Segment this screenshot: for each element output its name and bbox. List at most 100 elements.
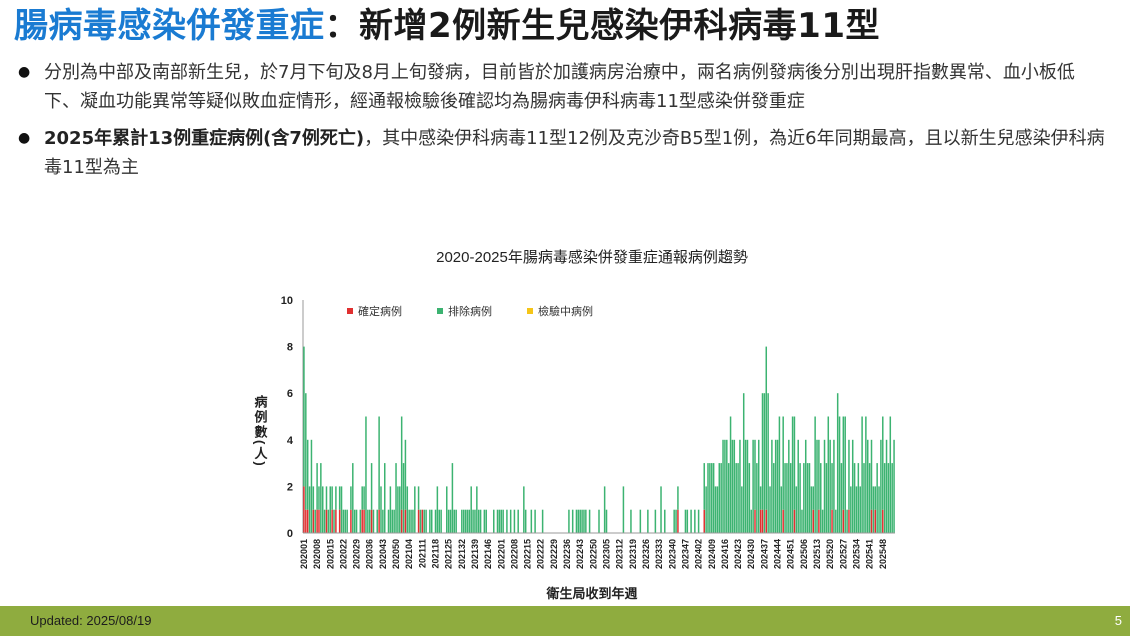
bar-excluded	[767, 393, 769, 533]
bar-excluded	[818, 439, 820, 510]
bar-excluded	[891, 463, 893, 533]
bar-excluded	[705, 486, 707, 533]
bullet-list: ● 分別為中部及南部新生兒，於7月下旬及8月上旬發病，目前皆於加護病房治療中，兩…	[18, 58, 1110, 190]
bar-excluded	[806, 463, 809, 533]
bar-excluded	[851, 439, 854, 533]
bullet-text: ，其中感染伊科病毒11型12例及克沙奇B5型1例，為近6年同期最高，且以新生兒感…	[44, 128, 1105, 178]
bar-excluded	[461, 509, 463, 533]
bar-excluded	[603, 486, 606, 533]
bar-confirmed	[870, 509, 873, 533]
bar-excluded	[827, 416, 830, 533]
bar-excluded	[365, 416, 367, 533]
bar-excluded	[436, 486, 439, 533]
bar-excluded	[874, 486, 877, 510]
bar-excluded	[496, 509, 499, 533]
bar-confirmed	[831, 509, 833, 533]
bar-excluded	[771, 439, 773, 533]
bar-excluded	[359, 509, 362, 533]
bar-excluded	[338, 486, 341, 510]
bar-excluded	[782, 416, 784, 510]
bar-excluded	[857, 463, 860, 533]
bar-excluded	[500, 509, 503, 533]
bar-excluded	[677, 486, 679, 510]
bar-excluded	[340, 486, 343, 533]
bar-excluded	[305, 393, 307, 510]
legend-swatch	[347, 308, 353, 314]
title-sub: 新增2例新生兒感染伊科病毒11型	[359, 6, 880, 46]
x-tick-label: 202326	[641, 539, 651, 569]
x-tick-label: 202548	[878, 539, 888, 569]
bar-confirmed	[703, 509, 705, 533]
bar-excluded	[372, 509, 375, 533]
x-tick-label: 202409	[707, 539, 717, 569]
bar-excluded	[423, 509, 425, 533]
bar-excluded	[846, 509, 848, 533]
bar-excluded	[712, 463, 715, 533]
bar-excluded	[622, 486, 625, 533]
slide-title: 腸病毒感染併發重症：新增2例新生兒感染伊科病毒11型	[14, 2, 1124, 50]
bar-excluded	[410, 509, 412, 533]
bar-excluded	[870, 439, 873, 510]
bar-excluded	[455, 509, 457, 533]
footer-updated: Updated: 2025/08/19	[30, 613, 152, 628]
bar-confirmed	[335, 509, 337, 533]
x-tick-label: 202146	[483, 539, 493, 569]
bar-excluded	[318, 486, 320, 510]
bar-excluded	[449, 509, 452, 533]
bar-excluded	[703, 463, 705, 510]
x-tick-label: 202520	[825, 539, 835, 569]
bar-excluded	[737, 463, 739, 533]
bar-excluded	[727, 463, 730, 533]
bar-excluded	[368, 509, 371, 533]
bar-excluded	[517, 509, 519, 533]
bar-excluded	[483, 509, 486, 533]
x-tick-label: 202423	[733, 539, 743, 569]
bar-excluded	[718, 463, 721, 533]
y-tick-label: 8	[287, 342, 293, 354]
x-tick-label: 202022	[338, 539, 348, 569]
bar-excluded	[370, 463, 373, 510]
bar-confirmed	[677, 509, 679, 533]
bar-excluded	[387, 509, 390, 533]
legend-swatch	[437, 308, 443, 314]
page-number: 5	[1114, 613, 1122, 628]
bar-excluded	[502, 509, 504, 533]
x-tick-label: 202125	[444, 539, 454, 569]
bar-excluded	[470, 486, 472, 533]
x-tick-label: 202312	[615, 539, 625, 569]
x-tick-label: 202513	[812, 539, 822, 569]
bar-excluded	[393, 509, 395, 533]
bar-excluded	[833, 439, 835, 533]
bar-excluded	[778, 416, 781, 533]
bar-excluded	[575, 509, 578, 533]
bar-excluded	[804, 439, 807, 533]
bar-excluded	[308, 486, 311, 533]
x-axis: 202001 202008 202015 202022 202029 202036 2020…	[299, 532, 895, 569]
x-tick-label: 202229	[549, 539, 559, 569]
bar-excluded	[399, 486, 401, 533]
bar-excluded	[429, 509, 431, 533]
x-tick-label: 202437	[759, 539, 769, 569]
bar-confirmed	[812, 509, 814, 533]
bar-excluded	[863, 463, 865, 533]
bullet-item: ● 分別為中部及南部新生兒，於7月下旬及8月上旬發病，目前皆於加護病房治療中，兩…	[18, 58, 1110, 116]
y-tick-label: 4	[287, 435, 294, 447]
x-tick-label: 202243	[575, 539, 585, 569]
bar-excluded	[774, 439, 777, 533]
legend-label: 確定病例	[358, 304, 402, 318]
bar-excluded	[686, 509, 689, 533]
bar-excluded	[391, 509, 394, 533]
x-tick-label: 202222	[536, 539, 546, 569]
bar-confirmed	[759, 509, 762, 533]
x-tick-label: 202416	[720, 539, 730, 569]
x-tick-label: 202201	[496, 539, 506, 569]
bar-excluded	[697, 509, 700, 533]
bar-confirmed	[303, 486, 305, 533]
bar-excluded	[883, 463, 886, 533]
bar-excluded	[848, 439, 850, 510]
bar-confirmed	[765, 509, 768, 533]
bar-confirmed	[338, 509, 341, 533]
bar-excluded	[583, 509, 585, 533]
x-tick-label: 202444	[773, 539, 783, 569]
x-tick-label: 202215	[523, 539, 533, 569]
